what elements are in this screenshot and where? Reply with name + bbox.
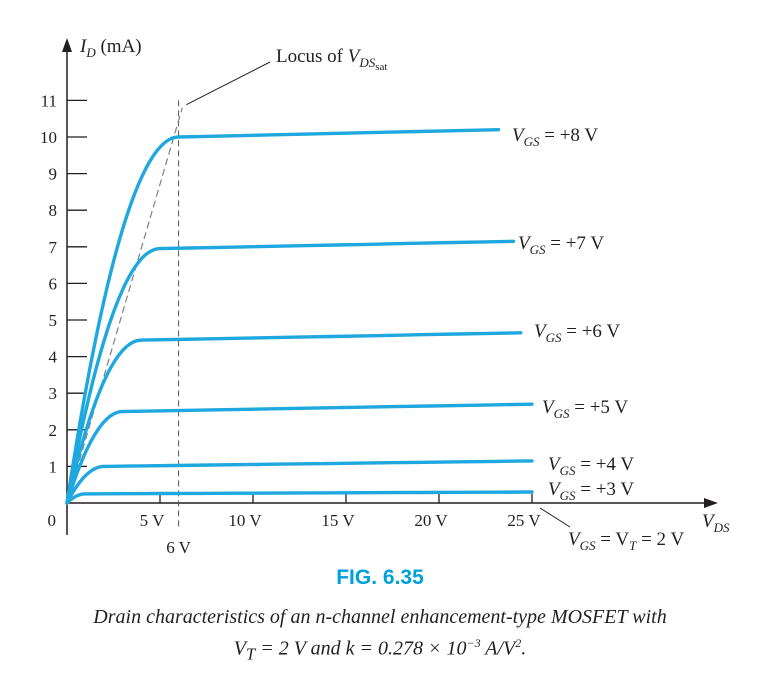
x-axis-arrow xyxy=(704,498,718,508)
locus-label: Locus of VDSsat xyxy=(276,46,388,73)
y-tick-label: 6 xyxy=(49,274,58,293)
series-label: VGS = +5 V xyxy=(542,397,628,421)
y-tick-label: 5 xyxy=(49,311,58,330)
series-label: VGS = +6 V xyxy=(534,321,620,345)
x-axis-title: VDS xyxy=(702,511,730,535)
x-tick-label: 10 V xyxy=(228,511,262,530)
curve-vgs-6 xyxy=(65,331,523,505)
curve-vgs-4 xyxy=(65,459,534,505)
locus-line xyxy=(66,107,183,504)
series-label: VGS = +8 V xyxy=(512,125,598,149)
curve-vgs-5 xyxy=(65,402,534,505)
drain-characteristics-chart: 0 1 2 3 4 5 6 7 8 9 10 11 5 V 10 V 15 V 20 V 25 V 6 V Locu… xyxy=(40,36,730,557)
curve-vgs-8 xyxy=(65,127,501,505)
x-tick-label: 20 V xyxy=(414,511,448,530)
y-tick-label: 7 xyxy=(49,238,58,257)
series-label: VGS = +3 V xyxy=(548,479,634,503)
caption-line-2: VT = 2 V and k = 0.278 × 10−3 A/V2. xyxy=(233,636,527,664)
x-tick-label: 5 V xyxy=(140,511,165,530)
x-tick-label: 25 V xyxy=(507,511,541,530)
series-label: VGS = +7 V xyxy=(518,233,604,257)
y-tick-label: 0 xyxy=(48,511,57,530)
figure-label: FIG. 6.35 xyxy=(336,566,424,589)
y-tick-label: 2 xyxy=(49,421,58,440)
y-tick-label: 3 xyxy=(49,384,58,403)
figure-caption: Drain characteristics of an n-channel en… xyxy=(0,604,760,668)
y-tick-label: 4 xyxy=(49,348,58,367)
x-tick-label: 15 V xyxy=(321,511,355,530)
caption-line-1: Drain characteristics of an n-channel en… xyxy=(93,606,667,628)
y-axis-title: ID (mA) xyxy=(79,36,142,60)
threshold-label: VGS = VT = 2 V xyxy=(568,529,684,553)
curve-vgs-3 xyxy=(65,490,534,505)
y-axis-arrow xyxy=(62,38,72,52)
v6-label: 6 V xyxy=(166,538,191,557)
series-label: VGS = +4 V xyxy=(548,454,634,478)
y-tick-label: 1 xyxy=(49,457,58,476)
y-tick-label: 9 xyxy=(49,165,58,184)
y-tick-label: 10 xyxy=(40,128,57,147)
y-tick-label: 11 xyxy=(41,91,57,110)
threshold-leader xyxy=(539,507,571,528)
y-tick-label: 8 xyxy=(49,201,58,220)
curve-vgs-7 xyxy=(65,239,516,505)
locus-leader xyxy=(186,61,271,106)
